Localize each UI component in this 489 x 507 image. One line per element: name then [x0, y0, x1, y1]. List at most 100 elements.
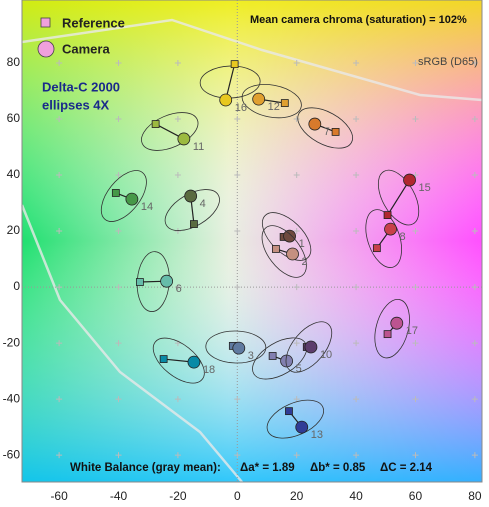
- camera-point: [283, 229, 296, 243]
- grid-cross: [471, 340, 478, 347]
- grid-cross: [56, 60, 63, 67]
- grid-cross: [56, 228, 63, 235]
- grid-cross: [412, 452, 419, 459]
- camera-point: [390, 316, 404, 330]
- tolerance-ellipse: [266, 399, 324, 439]
- grid-cross: [471, 60, 478, 67]
- grid-cross: [353, 452, 360, 459]
- grid-cross: [471, 172, 478, 179]
- legend-square: [40, 17, 51, 28]
- grid-cross: [412, 284, 419, 291]
- grid-cross: [353, 116, 360, 123]
- grid-cross: [174, 284, 181, 291]
- tolerance-ellipse: [152, 337, 205, 384]
- camera-point: [219, 93, 233, 107]
- grid-cross: [471, 396, 478, 403]
- grid-cross: [471, 116, 478, 123]
- tolerance-ellipse: [297, 107, 353, 149]
- patch-label: 4: [200, 198, 206, 210]
- patch-label: 11: [193, 141, 204, 153]
- patch-label: 10: [320, 349, 332, 361]
- grid-cross: [115, 172, 122, 179]
- y-tick-label: 0: [13, 279, 20, 293]
- camera-point: [160, 274, 174, 288]
- legend-label: Camera: [62, 41, 110, 56]
- grid-cross: [353, 340, 360, 347]
- legend-circle: [37, 40, 55, 58]
- camera-point: [187, 355, 201, 369]
- reference-point: [285, 407, 293, 416]
- camera-point: [403, 173, 416, 187]
- patch-label: 2: [302, 256, 308, 268]
- tolerance-ellipse: [374, 298, 410, 359]
- grid-cross: [174, 396, 181, 403]
- grid-cross: [353, 284, 360, 291]
- grid-cross: [353, 228, 360, 235]
- grid-cross: [115, 340, 122, 347]
- camera-point: [232, 341, 246, 355]
- gamut-label: sRGB (D65): [418, 56, 478, 68]
- grid-cross: [293, 340, 300, 347]
- grid-cross: [56, 340, 63, 347]
- reference-point: [383, 211, 392, 219]
- grid-cross: [293, 452, 300, 459]
- tolerance-ellipse: [241, 84, 302, 119]
- x-tick-label: -40: [110, 489, 128, 503]
- camera-point: [308, 117, 322, 131]
- grid-cross: [412, 396, 419, 403]
- patch-label: 14: [141, 201, 153, 213]
- grid-cross: [56, 452, 63, 459]
- grid-cross: [412, 116, 419, 123]
- grid-cross: [293, 228, 300, 235]
- plot-frame: [21, 0, 483, 483]
- y-tick-label: 40: [7, 167, 21, 181]
- grid-cross: [115, 396, 122, 403]
- grid-cross: [293, 60, 300, 67]
- reference-point: [230, 60, 239, 69]
- grid-cross: [471, 452, 478, 459]
- grid-cross: [234, 116, 241, 123]
- grid-cross: [174, 116, 181, 123]
- grid-cross: [174, 172, 181, 179]
- x-tick-label: 20: [290, 489, 304, 503]
- reference-point: [111, 189, 120, 197]
- grid-cross: [56, 172, 63, 179]
- grid-cross: [234, 452, 241, 459]
- grid-cross: [353, 172, 360, 179]
- reference-point: [159, 355, 168, 363]
- patch-label: 12: [268, 101, 280, 113]
- tolerance-ellipse: [377, 169, 420, 226]
- grid-cross: [56, 284, 63, 291]
- tolerance-ellipse: [261, 225, 307, 278]
- reference-point: [280, 99, 289, 107]
- grid-cross: [174, 452, 181, 459]
- tolerance-ellipse: [285, 321, 333, 373]
- grid-cross: [115, 116, 122, 123]
- plot-background: [20, 0, 483, 483]
- wb-db: Δb* = 0.85: [310, 462, 366, 474]
- grid-cross: [412, 60, 419, 67]
- patch-label: 7: [324, 126, 330, 138]
- wb-dc: ΔC = 2.14: [380, 462, 433, 474]
- tolerance-ellipse: [141, 112, 199, 151]
- patch-label: 8: [400, 231, 406, 243]
- patch-label: 5: [296, 363, 302, 375]
- y-tick-label: -40: [3, 391, 21, 405]
- ellipse-label: Delta-C 2000: [42, 79, 120, 94]
- grid-cross: [115, 284, 122, 291]
- grid-cross: [56, 396, 63, 403]
- wb-label: White Balance (gray mean):: [70, 462, 221, 474]
- grid-cross: [234, 172, 241, 179]
- x-tick-label: 60: [409, 489, 423, 503]
- grid-cross: [293, 396, 300, 403]
- grid-cross: [293, 172, 300, 179]
- grid-cross: [234, 396, 241, 403]
- patch-label: 1: [299, 238, 305, 250]
- tolerance-ellipse: [100, 170, 147, 222]
- reference-point: [268, 352, 277, 360]
- patch-label: 16: [235, 102, 247, 114]
- patch-label: 18: [203, 364, 215, 376]
- x-tick-label: -20: [169, 489, 187, 503]
